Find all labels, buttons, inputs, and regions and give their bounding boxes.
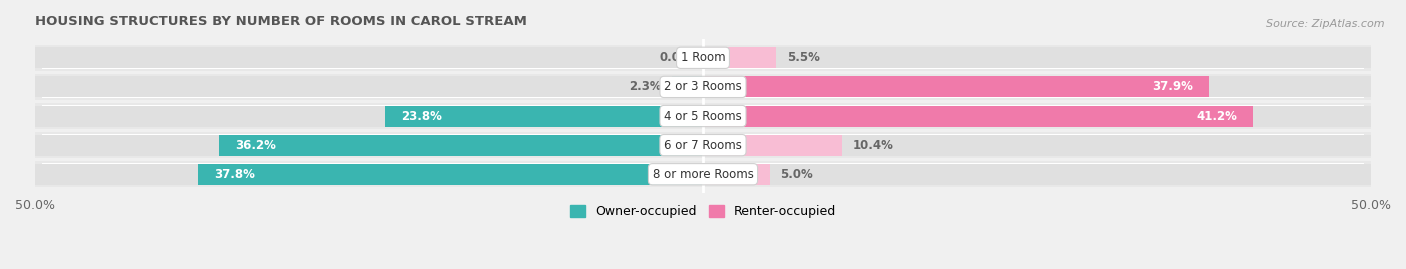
Text: 37.8%: 37.8% (214, 168, 254, 181)
Bar (35, 45, 1371, 71)
Text: 2 or 3 Rooms: 2 or 3 Rooms (664, 80, 742, 93)
Text: 23.8%: 23.8% (401, 109, 441, 122)
Bar (385, 105, 703, 126)
Text: 5.0%: 5.0% (780, 168, 813, 181)
Bar (219, 135, 703, 155)
Text: 10.4%: 10.4% (852, 139, 893, 152)
Bar (42, 47, 1364, 69)
Text: Source: ZipAtlas.com: Source: ZipAtlas.com (1267, 19, 1385, 29)
Bar (703, 47, 1371, 68)
Bar (35, 47, 703, 68)
Text: HOUSING STRUCTURES BY NUMBER OF ROOMS IN CAROL STREAM: HOUSING STRUCTURES BY NUMBER OF ROOMS IN… (35, 15, 527, 28)
Bar (703, 135, 1371, 155)
Text: 0.0%: 0.0% (659, 51, 692, 64)
Bar (35, 103, 1371, 129)
Bar (35, 164, 703, 185)
Bar (703, 76, 1371, 97)
Bar (35, 76, 703, 97)
Bar (35, 105, 703, 126)
Bar (703, 135, 842, 155)
Bar (703, 164, 770, 185)
Bar (703, 105, 1253, 126)
Text: 6 or 7 Rooms: 6 or 7 Rooms (664, 139, 742, 152)
Bar (35, 132, 1371, 158)
Text: 41.2%: 41.2% (1197, 109, 1237, 122)
Text: 8 or more Rooms: 8 or more Rooms (652, 168, 754, 181)
Bar (35, 161, 1371, 187)
Text: 36.2%: 36.2% (235, 139, 276, 152)
Bar (42, 105, 1364, 127)
Bar (42, 134, 1364, 156)
Bar (42, 163, 1364, 185)
Text: 5.5%: 5.5% (787, 51, 820, 64)
Bar (198, 164, 703, 185)
Bar (35, 74, 1371, 100)
Text: 4 or 5 Rooms: 4 or 5 Rooms (664, 109, 742, 122)
Bar (672, 76, 703, 97)
Text: 2.3%: 2.3% (628, 80, 662, 93)
Bar (703, 76, 1209, 97)
Bar (42, 76, 1364, 98)
Text: 37.9%: 37.9% (1153, 80, 1194, 93)
Bar (35, 135, 703, 155)
Text: 1 Room: 1 Room (681, 51, 725, 64)
Bar (703, 47, 776, 68)
Bar (703, 164, 1371, 185)
Bar (703, 105, 1371, 126)
Legend: Owner-occupied, Renter-occupied: Owner-occupied, Renter-occupied (568, 203, 838, 221)
